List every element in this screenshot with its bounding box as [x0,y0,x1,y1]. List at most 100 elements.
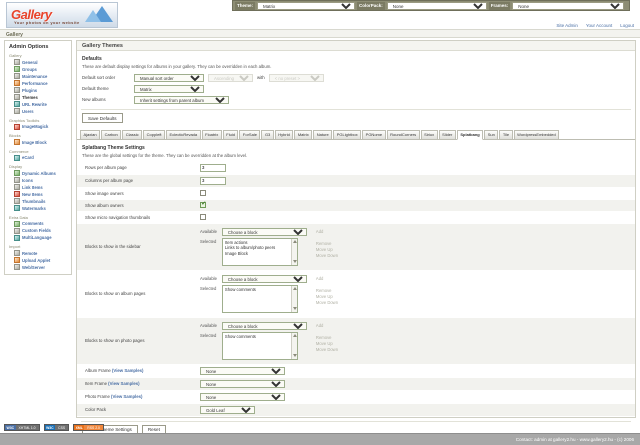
default-sort-order-select[interactable]: Manual sort order [134,73,204,82]
default-theme-select[interactable]: Matrix [134,84,204,93]
move-down-button[interactable]: Move Down [315,299,339,305]
sidebar-item-new-items[interactable]: New Items [5,191,71,198]
sidebar-item-comments[interactable]: Comments [5,220,71,227]
sidebar-item-web-server[interactable]: Web/Server [5,264,71,271]
sidebar-item-remote[interactable]: Remote [5,250,71,257]
view-samples-link[interactable]: (View Samples) [108,381,140,386]
theme-select[interactable]: Matrix [257,1,356,10]
sidebar-item-url-rewrite[interactable]: URL Rewrite [5,101,71,108]
badge-xhtml-1-0[interactable]: W3C XHTML 1.0 [4,424,40,431]
badge-rss-2-0[interactable]: XML RSS 2.0 [73,424,104,431]
tab-pglightbox[interactable]: PGLightbox [333,130,362,139]
sidebar-item-users[interactable]: Users [5,108,71,115]
scrollbar[interactable] [290,285,297,312]
sidebar-item-multilanguage[interactable]: MultiLanguage [5,234,71,241]
view-samples-link[interactable]: (View Samples) [111,394,143,399]
tab-classic[interactable]: Classic [122,130,143,139]
sidebar-item-maintenance[interactable]: Maintenance [5,73,71,80]
tab-floatrix[interactable]: Floatrix [201,130,222,139]
tab-siriux[interactable]: Siriux [420,130,438,139]
setting-number-input[interactable] [200,176,226,185]
frame-select[interactable]: None [200,379,285,388]
tab-roundcorners[interactable]: RoundCorners [386,130,420,139]
selected-blocks-list[interactable]: Show comments [221,331,298,360]
sort-preset-select[interactable]: < no preset > [268,73,324,82]
sidebar-item-watermarks[interactable]: Watermarks [5,205,71,212]
validation-badges: W3C XHTML 1.0 W3C CSS XML RSS 2.0 [4,424,104,431]
sidebar-item-custom-fields[interactable]: Custom Fields [5,227,71,234]
list-item[interactable]: Item actions [224,239,248,245]
list-item[interactable]: Show comments [224,333,256,339]
tab-coppleft[interactable]: Coppleft [143,130,166,139]
remove-block-button[interactable]: Remove [315,240,332,246]
site-logo[interactable]: Gallery Your photos on your website [6,2,118,28]
tab-splatbang[interactable]: Splatbang [456,130,484,140]
list-item[interactable]: Show comments [224,286,256,292]
sort-direction-select[interactable]: Ascending [208,73,253,82]
link-your-account[interactable]: Your Account [585,23,613,28]
move-down-button[interactable]: Move Down [315,252,339,258]
frame-select[interactable]: None [200,392,285,401]
sidebar-item-general[interactable]: General [5,59,71,66]
available-blocks-select[interactable]: Choose a block [221,321,307,330]
tab-hybrid[interactable]: Hybrid [274,130,294,139]
frames-select[interactable]: None [512,1,625,10]
sidebar-item-thumbnails[interactable]: Thumbnails [5,198,71,205]
scrollbar[interactable] [290,332,297,359]
move-up-button[interactable]: Move Up [315,293,333,299]
sidebar-item-imagemagick[interactable]: ImageMagick [5,123,71,130]
tab-tile[interactable]: Tile [499,130,513,139]
scrollbar[interactable] [290,238,297,265]
remove-block-button[interactable]: Remove [315,287,332,293]
link-logout[interactable]: Logout [620,23,634,28]
add-block-button[interactable]: Add [315,322,324,328]
breadcrumb[interactable]: Gallery [6,31,23,38]
move-up-button[interactable]: Move Up [315,246,333,252]
setting-checkbox[interactable] [200,213,206,220]
add-block-button[interactable]: Add [315,275,324,281]
sidebar-item-dynamic-albums[interactable]: Dynamic Albums [5,170,71,177]
remove-block-button[interactable]: Remove [315,334,332,340]
sidebar-item-ecard[interactable]: eCard [5,154,71,161]
sidebar-item-image-block[interactable]: Image Block [5,139,71,146]
sidebar-item-link-items[interactable]: Link Items [5,184,71,191]
tab-nature[interactable]: Nature [313,130,333,139]
link-site-admin[interactable]: Site Admin [556,23,578,28]
tab-wordpressembedded[interactable]: WordpressEmbedded [513,130,560,139]
frame-select[interactable]: None [200,366,285,375]
tab-pgnome[interactable]: PGNome [362,130,386,139]
available-blocks-select[interactable]: Choose a block [221,227,307,236]
tab-carbon[interactable]: Carbon [101,130,122,139]
list-item[interactable]: Links to album/photo peers [224,245,276,251]
available-blocks-select[interactable]: Choose a block [221,274,307,283]
move-down-button[interactable]: Move Down [315,346,339,352]
tab-eclecticrevada[interactable]: EclecticRevada [166,130,201,139]
sidebar-item-icons[interactable]: Icons [5,177,71,184]
sidebar-item-themes[interactable]: Themes [5,94,71,101]
tab-ajaxian[interactable]: Ajaxian [80,130,101,139]
selected-blocks-list[interactable]: Item actions Links to album/photo peers Im… [221,237,298,266]
colorpack-row-select[interactable]: Gold Leaf [200,405,255,414]
sidebar-item-plugins[interactable]: Plugins [5,87,71,94]
tab-slider[interactable]: Slider [438,130,456,139]
tab-matrix[interactable]: Matrix [294,130,313,139]
view-samples-link[interactable]: (View Samples) [112,368,144,373]
move-up-button[interactable]: Move Up [315,340,333,346]
selected-blocks-list[interactable]: Show comments [221,284,298,313]
tab-forsale[interactable]: ForSale [239,130,261,139]
sidebar-item-performance[interactable]: Performance [5,80,71,87]
badge-css[interactable]: W3C CSS [43,424,70,431]
tab-g3[interactable]: G3 [261,130,274,139]
setting-number-input[interactable] [200,163,226,172]
setting-checkbox[interactable] [200,201,206,208]
setting-checkbox[interactable] [200,189,206,196]
new-albums-select[interactable]: Inherit settings from parent album [134,95,229,104]
sidebar-item-groups[interactable]: Groups [5,66,71,73]
sidebar-item-upload-applet[interactable]: Upload Applet [5,257,71,264]
tab-sun[interactable]: Sun [484,130,499,139]
save-defaults-button[interactable]: Save Defaults [82,113,123,123]
tab-fluid[interactable]: Fluid [222,130,239,139]
list-item[interactable]: Image Block [224,250,248,256]
colorpack-select[interactable]: None [386,1,487,10]
add-block-button[interactable]: Add [315,228,324,234]
